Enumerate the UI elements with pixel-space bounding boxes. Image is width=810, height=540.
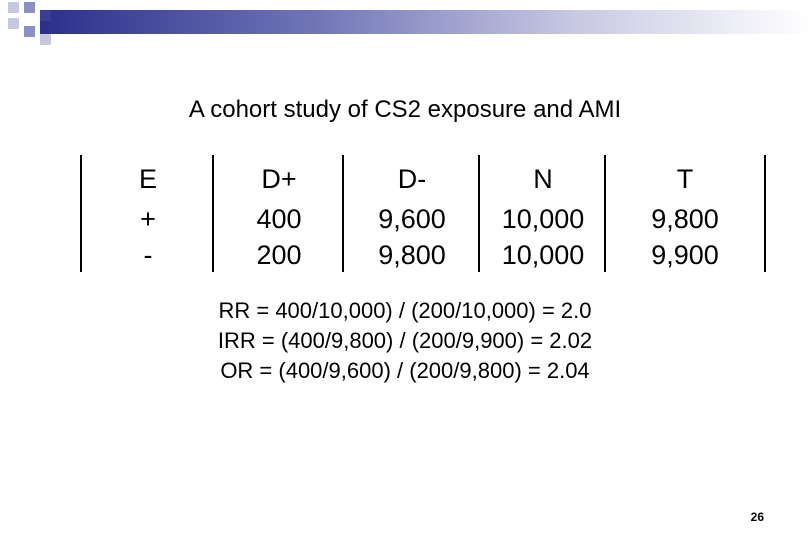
column-exposure: E + - (80, 155, 214, 272)
formula-block: RR = 400/10,000) / (200/10,000) = 2.0 IR… (0, 296, 810, 386)
table-cell: - (143, 240, 153, 270)
column-person-time: T 9,800 9,900 (604, 155, 766, 272)
table-cell: 9,800 (651, 204, 719, 234)
header-cell: N (533, 164, 553, 194)
column-disease-positive: D+ 400 200 (212, 155, 344, 272)
header-cell: D- (397, 164, 427, 194)
header-square (8, 2, 19, 13)
header-cell: E (138, 164, 157, 194)
table-cell: 200 (256, 240, 302, 270)
header-square (24, 26, 35, 37)
odds-ratio-formula: OR = (400/9,600) / (200/9,800) = 2.04 (220, 358, 590, 383)
column-disease-negative: D- 9,600 9,800 (342, 155, 480, 272)
table-cell: 9,800 (378, 240, 446, 270)
exposure-table: E + - D+ 400 200 D- 9,600 9,800 N 10,000… (80, 155, 766, 272)
table-cell: 10,000 (501, 204, 585, 234)
header-cell: D+ (261, 164, 297, 194)
header-cell: T (676, 164, 694, 194)
header-square (40, 34, 51, 45)
table-cell: + (140, 204, 156, 234)
risk-ratio-formula: RR = 400/10,000) / (200/10,000) = 2.0 (218, 298, 592, 323)
header-square (24, 2, 35, 13)
table-cell: 10,000 (501, 240, 585, 270)
header-square (40, 10, 51, 21)
page-number: 26 (750, 510, 764, 524)
table-cell: 9,900 (651, 240, 719, 270)
slide-title: A cohort study of CS2 exposure and AMI (188, 96, 622, 123)
table-cell: 9,600 (378, 204, 446, 234)
table-cell: 400 (256, 204, 302, 234)
column-total-n: N 10,000 10,000 (478, 155, 606, 272)
incidence-rate-ratio-formula: IRR = (400/9,800) / (200/9,900) = 2.02 (217, 328, 593, 353)
header-square (8, 18, 19, 29)
decorative-header-bar (0, 0, 810, 48)
header-gradient-band (40, 10, 810, 34)
